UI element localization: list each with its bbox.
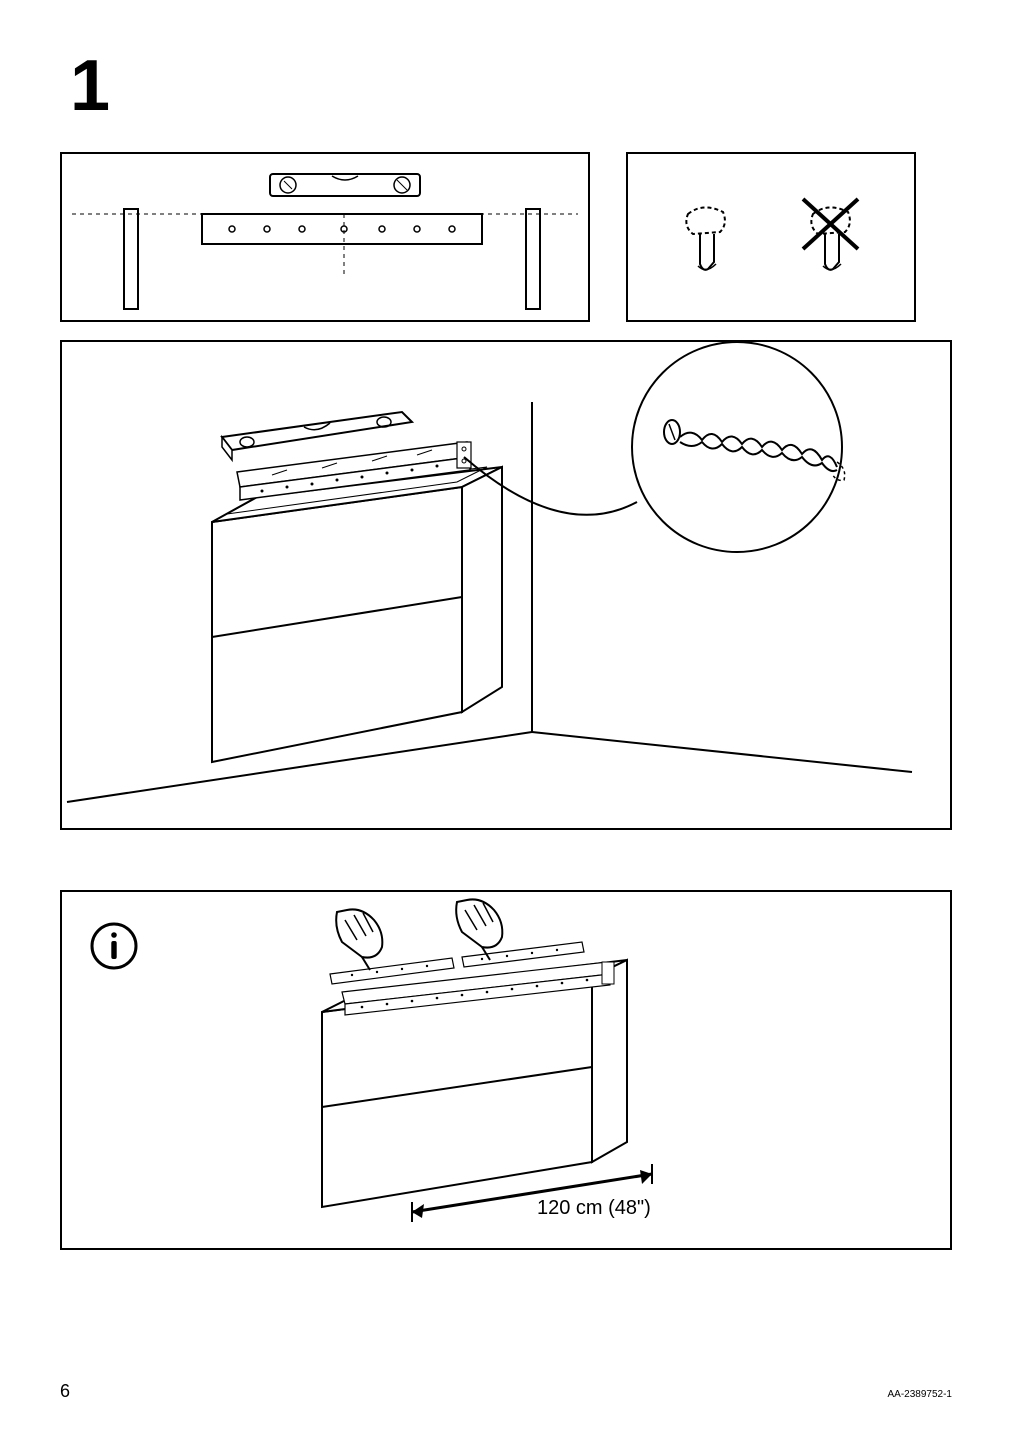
screw-detail-callout-icon (464, 342, 845, 552)
info-icon (90, 922, 138, 970)
measurement-label: 120 cm (48") (537, 1197, 651, 1219)
panel-cabinet-mounting (60, 340, 952, 830)
step-number: 1 (70, 50, 952, 122)
panel-screw-guidance (626, 152, 916, 322)
hand-left-icon (336, 909, 382, 970)
page-number: 6 (60, 1381, 70, 1402)
panel-two-person-info: 120 cm (48") (60, 890, 952, 1250)
screw-incorrect-icon (803, 199, 858, 270)
document-id: AA-2389752-1 (888, 1389, 953, 1400)
panel-level-front-view (60, 152, 590, 322)
cabinet-iso-icon (212, 467, 502, 762)
screw-correct-icon (686, 207, 725, 269)
hand-right-icon (456, 899, 502, 960)
